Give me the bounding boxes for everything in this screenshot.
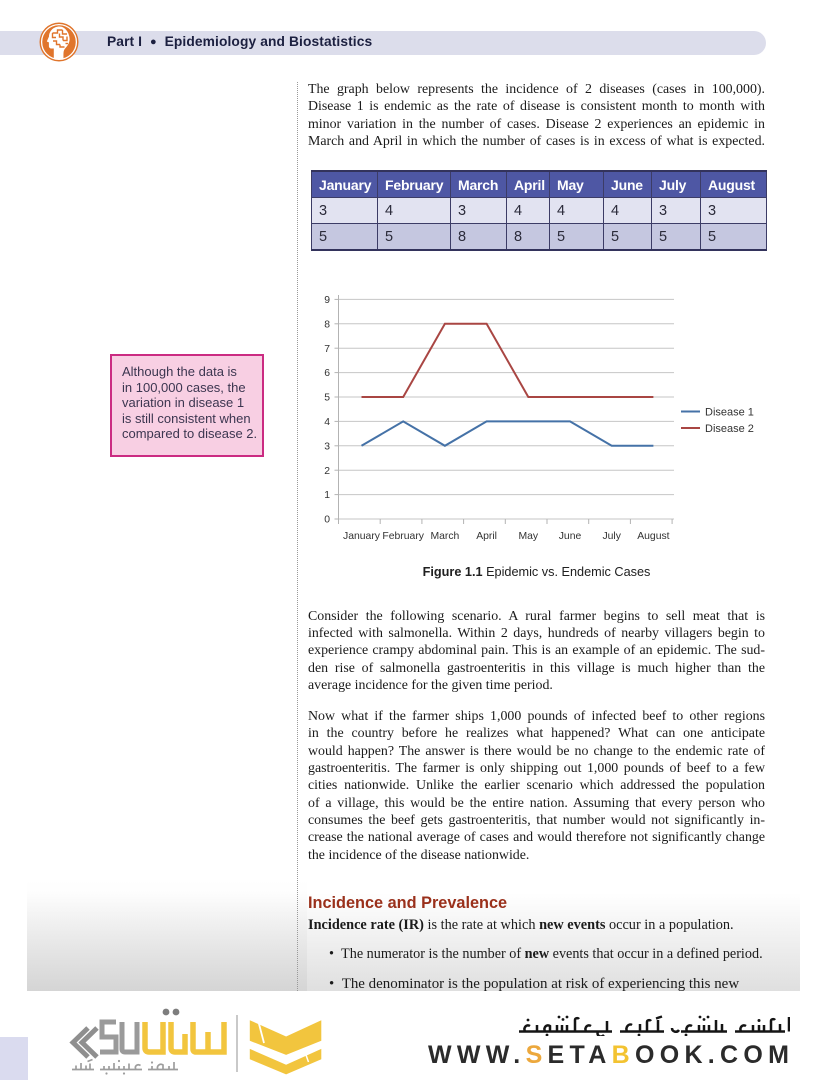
- svg-text:March: March: [430, 531, 459, 542]
- svg-text:7: 7: [324, 344, 330, 355]
- svg-text:8: 8: [324, 319, 330, 330]
- svg-text:April: April: [476, 531, 497, 542]
- svg-text:July: July: [602, 531, 621, 542]
- svg-text:August: August: [637, 531, 669, 542]
- svg-text:9: 9: [324, 295, 330, 306]
- svg-text:January: January: [343, 531, 381, 542]
- svg-text:Disease 1: Disease 1: [705, 407, 754, 419]
- svg-text:1: 1: [324, 490, 330, 501]
- svg-text:February: February: [382, 531, 424, 542]
- svg-text:May: May: [518, 531, 538, 542]
- svg-text:0: 0: [324, 515, 330, 526]
- svg-text:6: 6: [324, 368, 330, 379]
- svg-text:3: 3: [324, 441, 330, 452]
- svg-text:Disease 2: Disease 2: [705, 423, 754, 435]
- svg-text:2: 2: [324, 466, 330, 477]
- svg-text:4: 4: [324, 417, 330, 428]
- svg-text:5: 5: [324, 393, 330, 404]
- svg-text:June: June: [559, 531, 582, 542]
